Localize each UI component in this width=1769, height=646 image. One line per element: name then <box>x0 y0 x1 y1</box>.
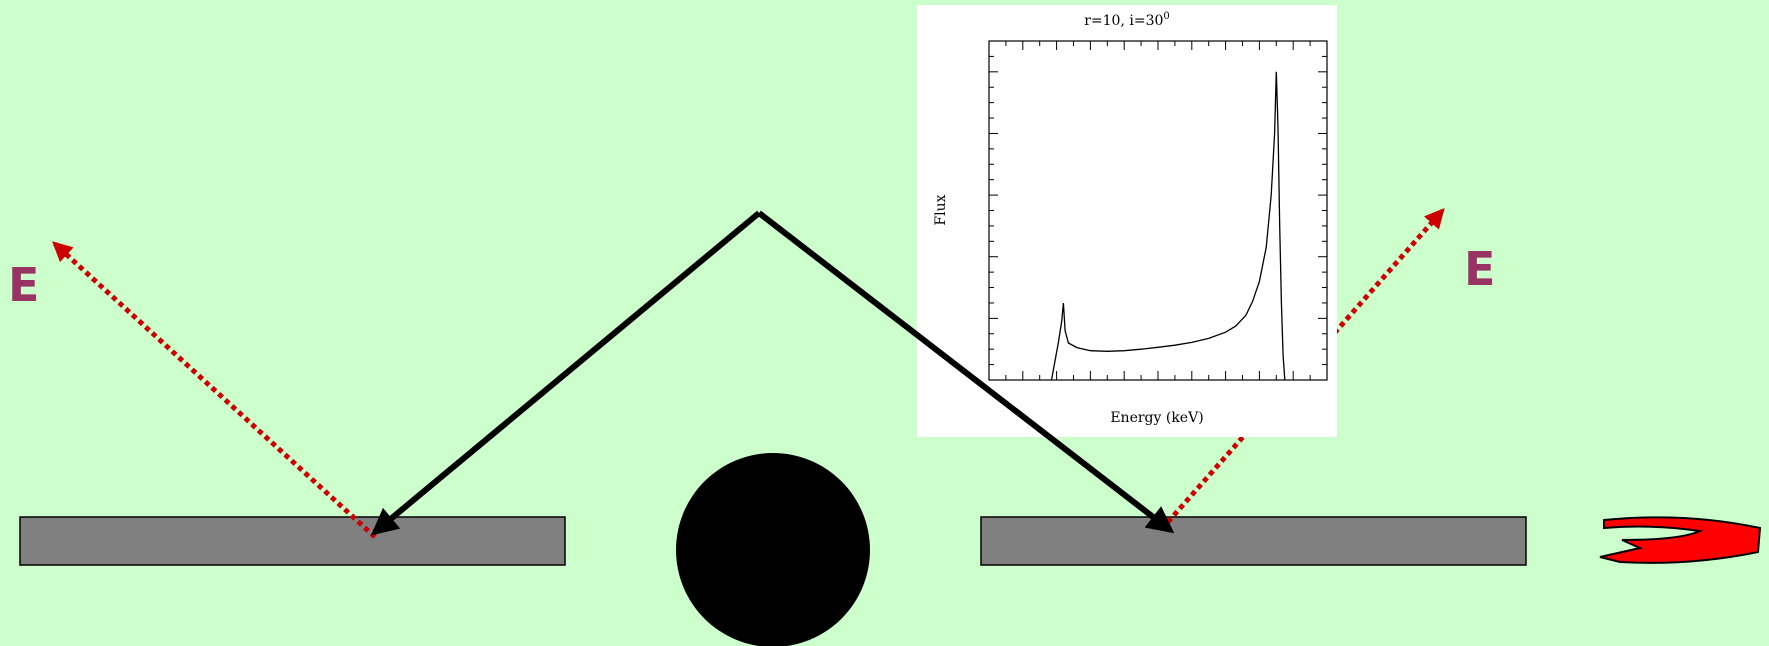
black-hole <box>676 453 870 646</box>
reflected-ray-left <box>52 241 377 539</box>
y-axis-label: Flux <box>933 194 949 225</box>
energy-label-left: E <box>8 258 40 312</box>
accretion-disk-left <box>19 516 566 566</box>
spectrum-line <box>1050 71 1286 381</box>
energy-label-right: E <box>1464 242 1496 296</box>
spectrum-inset: r=10, i=300 Energy (keV) Flux <box>917 5 1337 437</box>
disk-icon <box>1599 516 1762 564</box>
inset-title: r=10, i=300 <box>1084 11 1170 29</box>
x-axis-label: Energy (keV) <box>1110 410 1203 426</box>
accretion-disk-right <box>980 516 1527 566</box>
